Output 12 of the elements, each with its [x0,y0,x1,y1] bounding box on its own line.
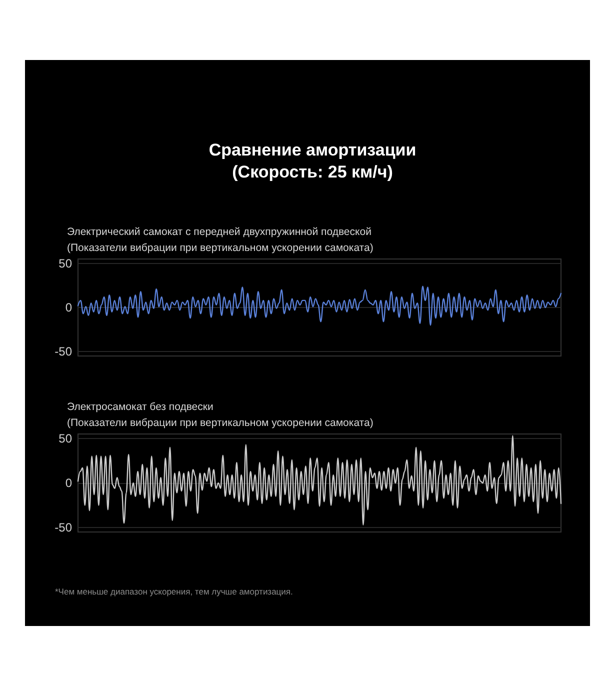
line-series [77,435,562,526]
y-tick-label: -50 [54,344,72,359]
chart-subtitle: Электрический самокат с передней двухпружинной подвеской (Показатели вибрации при вертикальном ускорении самоката) [67,226,374,254]
y-tick-label: 0 [65,476,72,490]
line-series [77,286,562,326]
y-tick-label: 50 [58,256,72,270]
y-tick-label: -50 [54,520,72,535]
chart-title: Сравнение амортизации (Скорость: 25 км/ч) [208,140,416,182]
y-tick-label: 0 [65,300,72,314]
y-tick-label: 50 [58,431,72,446]
text: *Чем меньше диапазон ускорения, тем лучше амортизация. [55,586,293,596]
chart-subtitle: Электросамокат без подвески (Показатели вибрации при вертикальном ускорении самоката) [67,401,374,429]
